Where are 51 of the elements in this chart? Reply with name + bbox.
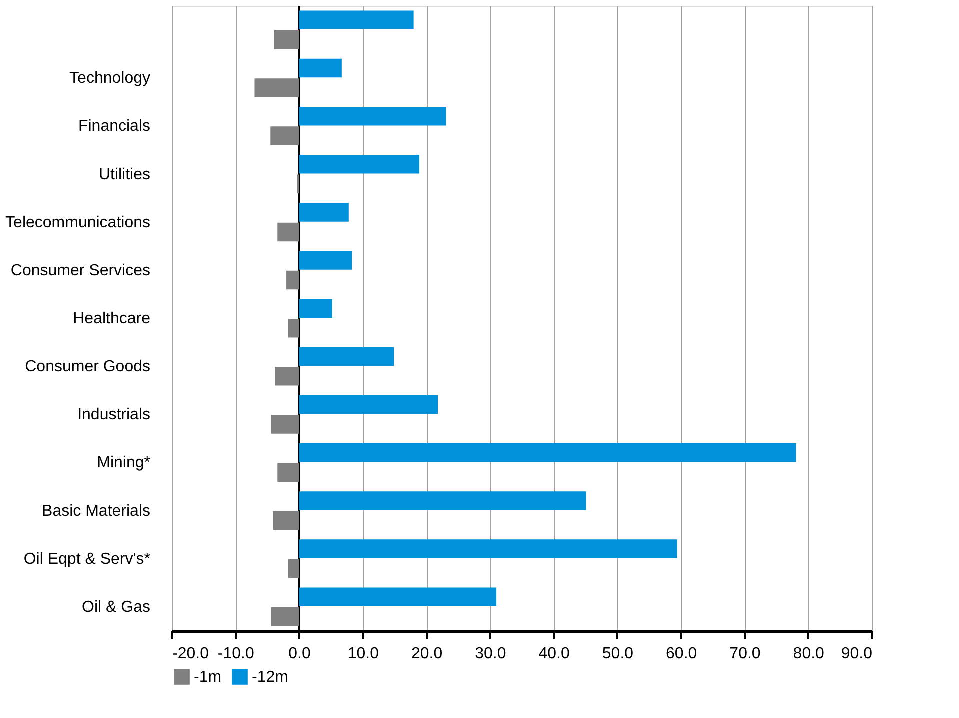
bar [299, 251, 352, 270]
y-tick-label: Industrials [78, 406, 150, 424]
bar [270, 126, 300, 146]
bar [288, 318, 300, 338]
bar [288, 559, 300, 578]
x-tick-label: 20.0 [411, 646, 443, 662]
y-tick-label: Consumer Goods [25, 358, 150, 376]
x-tick-label: 70.0 [730, 646, 761, 662]
x-tick-label: 80.0 [793, 646, 825, 662]
x-tick-label: 50.0 [602, 646, 634, 662]
x-tick-label: -10.0 [218, 646, 254, 662]
bar [299, 588, 497, 606]
bar [299, 58, 342, 78]
bar [299, 106, 446, 126]
x-tick-label: 90.0 [841, 646, 873, 662]
bar [278, 463, 300, 482]
y-tick-label: Mining* [97, 454, 150, 472]
y-tick-label: Financials [78, 118, 150, 136]
x-tick-label: 10.0 [348, 646, 380, 662]
y-tick-label: Utilities [98, 166, 150, 184]
bar [299, 203, 349, 222]
legend-label: -12m [252, 669, 288, 686]
bar [273, 511, 300, 530]
y-tick-label: Consumer Services [10, 262, 150, 280]
bar [299, 299, 332, 318]
bar [278, 222, 300, 242]
x-tick-label: 0.0 [288, 646, 311, 662]
bar [299, 444, 796, 462]
bar [299, 10, 414, 30]
bar [299, 155, 420, 174]
bar [299, 347, 394, 366]
y-tick-label: Telecommunications [6, 214, 150, 232]
y-tick-label: Technology [70, 70, 150, 88]
y-tick-label: Basic Materials [42, 502, 150, 520]
bar [299, 540, 678, 558]
bar [286, 270, 300, 290]
y-tick-label: Healthcare [73, 310, 151, 328]
bar [274, 30, 300, 50]
bar [299, 492, 586, 510]
bar [275, 367, 300, 386]
legend-label: -1m [194, 669, 222, 686]
x-tick-label: -20.0 [172, 646, 210, 662]
y-tick-label: Oil & Gas [82, 598, 150, 616]
bar [254, 78, 300, 98]
y-tick-label: Oil Eqpt & Serv's* [24, 550, 150, 568]
bar [271, 607, 300, 626]
x-tick-label: 40.0 [538, 646, 570, 662]
bar [299, 395, 438, 414]
bar [271, 415, 300, 434]
x-tick-label: 30.0 [475, 646, 506, 662]
x-tick-label: 60.0 [666, 646, 698, 662]
